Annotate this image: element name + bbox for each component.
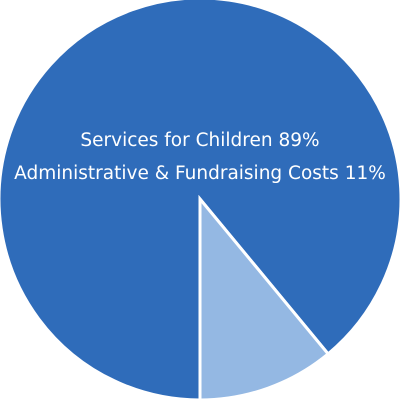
slice-label-admin: Administrative & Fundraising Costs 11% [14,163,386,184]
slice-label-services: Services for Children 89% [80,130,319,151]
